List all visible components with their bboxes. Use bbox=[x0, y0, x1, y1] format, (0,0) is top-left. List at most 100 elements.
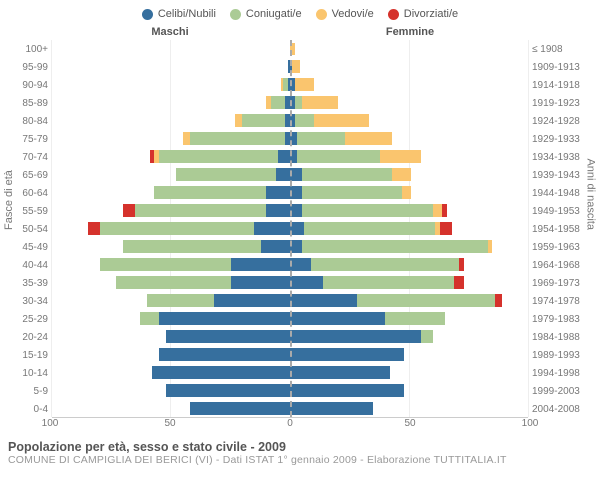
x-tick: 100 bbox=[522, 418, 539, 429]
bar-row bbox=[52, 202, 290, 220]
female-header: Femmine bbox=[290, 26, 530, 38]
birth-year-tick: 1919-1923 bbox=[532, 94, 598, 112]
age-tick: 45-49 bbox=[2, 238, 48, 256]
age-tick: 80-84 bbox=[2, 112, 48, 130]
age-tick: 60-64 bbox=[2, 184, 48, 202]
age-tick: 10-14 bbox=[2, 364, 48, 382]
age-tick: 20-24 bbox=[2, 328, 48, 346]
segment-single bbox=[166, 330, 290, 343]
segment-single bbox=[290, 348, 404, 361]
bar-row bbox=[290, 184, 528, 202]
segment-widowed bbox=[392, 168, 411, 181]
bar-row bbox=[290, 363, 528, 381]
segment-single bbox=[290, 222, 304, 235]
segment-married bbox=[357, 294, 495, 307]
legend-swatch bbox=[388, 9, 399, 20]
age-tick: 85-89 bbox=[2, 94, 48, 112]
segment-married bbox=[302, 168, 392, 181]
segment-married bbox=[135, 204, 266, 217]
segment-married bbox=[297, 150, 380, 163]
bar-row bbox=[52, 237, 290, 255]
segment-single bbox=[290, 384, 404, 397]
legend-label: Coniugati/e bbox=[246, 8, 302, 20]
age-tick: 90-94 bbox=[2, 76, 48, 94]
birth-year-tick: 1984-1988 bbox=[532, 328, 598, 346]
age-tick: 35-39 bbox=[2, 274, 48, 292]
age-tick: 15-19 bbox=[2, 346, 48, 364]
segment-single bbox=[166, 384, 290, 397]
segment-widowed bbox=[292, 60, 299, 73]
bar-row bbox=[52, 399, 290, 417]
segment-single bbox=[290, 330, 421, 343]
bar-row bbox=[290, 237, 528, 255]
segment-married bbox=[323, 276, 454, 289]
bar-row bbox=[52, 130, 290, 148]
segment-married bbox=[242, 114, 285, 127]
x-tick: 50 bbox=[404, 418, 415, 429]
birth-year-tick: 1964-1968 bbox=[532, 256, 598, 274]
segment-married bbox=[295, 114, 314, 127]
bar-row bbox=[52, 220, 290, 238]
segment-widowed bbox=[488, 240, 493, 253]
segment-married bbox=[140, 312, 159, 325]
bar-row bbox=[52, 309, 290, 327]
male-bars bbox=[52, 40, 290, 417]
segment-married bbox=[190, 132, 285, 145]
bar-row bbox=[290, 399, 528, 417]
segment-widowed bbox=[433, 204, 443, 217]
birth-year-tick: 1939-1943 bbox=[532, 166, 598, 184]
age-tick: 25-29 bbox=[2, 310, 48, 328]
bar-row bbox=[290, 40, 528, 58]
bar-row bbox=[52, 112, 290, 130]
segment-single bbox=[290, 312, 385, 325]
birth-year-tick: 1949-1953 bbox=[532, 202, 598, 220]
bar-row bbox=[290, 166, 528, 184]
age-tick: 75-79 bbox=[2, 130, 48, 148]
footer: Popolazione per età, sesso e stato civil… bbox=[0, 434, 600, 466]
segment-single bbox=[231, 258, 291, 271]
segment-married bbox=[385, 312, 445, 325]
segment-single bbox=[190, 402, 290, 415]
birth-year-tick: 1914-1918 bbox=[532, 76, 598, 94]
bar-row bbox=[290, 309, 528, 327]
chart-title: Popolazione per età, sesso e stato civil… bbox=[8, 440, 592, 454]
legend-item: Coniugati/e bbox=[230, 8, 302, 20]
segment-divorced bbox=[123, 204, 135, 217]
birth-year-tick: 2004-2008 bbox=[532, 400, 598, 418]
legend-swatch bbox=[142, 9, 153, 20]
segment-single bbox=[254, 222, 290, 235]
bar-row bbox=[52, 40, 290, 58]
segment-widowed bbox=[183, 132, 190, 145]
birth-year-tick: 1929-1933 bbox=[532, 130, 598, 148]
age-tick: 40-44 bbox=[2, 256, 48, 274]
age-tick: 95-99 bbox=[2, 58, 48, 76]
column-headers: Maschi Femmine bbox=[0, 24, 600, 40]
legend-swatch bbox=[230, 9, 241, 20]
segment-single bbox=[159, 312, 290, 325]
segment-single bbox=[231, 276, 291, 289]
segment-divorced bbox=[440, 222, 452, 235]
age-tick: 0-4 bbox=[2, 400, 48, 418]
segment-single bbox=[266, 186, 290, 199]
segment-married bbox=[311, 258, 459, 271]
segment-widowed bbox=[235, 114, 242, 127]
segment-divorced bbox=[495, 294, 502, 307]
segment-single bbox=[290, 276, 323, 289]
x-tick: 0 bbox=[287, 418, 293, 429]
segment-single bbox=[290, 402, 373, 415]
segment-single bbox=[266, 204, 290, 217]
segment-divorced bbox=[88, 222, 100, 235]
segment-married bbox=[295, 96, 302, 109]
bar-row bbox=[52, 327, 290, 345]
bar-row bbox=[290, 112, 528, 130]
segment-divorced bbox=[459, 258, 464, 271]
bar-row bbox=[290, 345, 528, 363]
bar-row bbox=[290, 327, 528, 345]
segment-married bbox=[271, 96, 285, 109]
bar-row bbox=[52, 363, 290, 381]
female-bars bbox=[290, 40, 528, 417]
age-tick: 65-69 bbox=[2, 166, 48, 184]
legend-item: Divorziati/e bbox=[388, 8, 458, 20]
birth-year-tick: 1999-2003 bbox=[532, 382, 598, 400]
legend: Celibi/NubiliConiugati/eVedovi/eDivorzia… bbox=[0, 0, 600, 24]
